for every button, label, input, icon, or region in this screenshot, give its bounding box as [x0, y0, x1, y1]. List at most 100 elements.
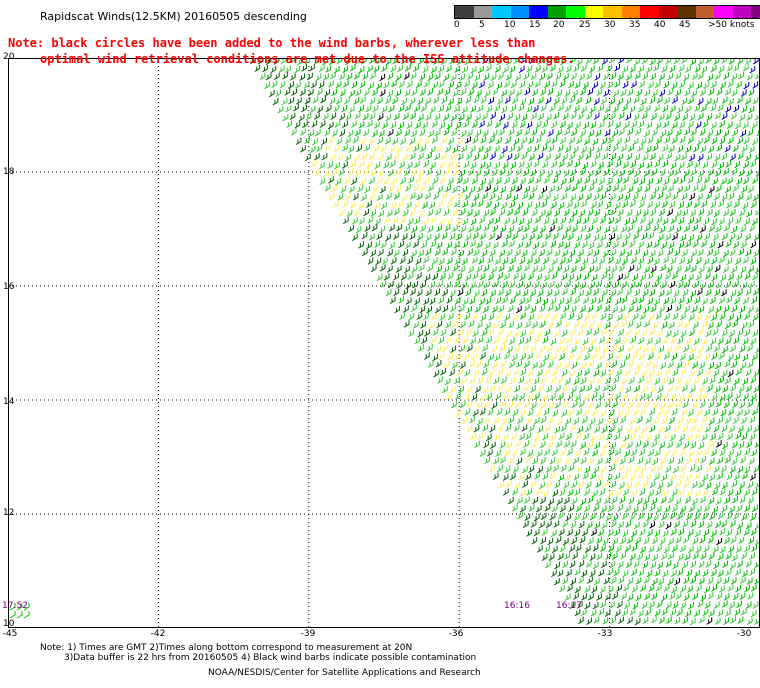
wind-barb: [374, 121, 380, 129]
wind-barb: [447, 352, 454, 361]
wind-barb: [316, 88, 323, 96]
wind-barb: [664, 505, 671, 513]
wind-barb: [621, 393, 628, 401]
wind-barb: [751, 544, 757, 553]
wind-barb: [390, 121, 397, 129]
wind-barb: [511, 393, 518, 402]
wind-barb: [537, 465, 543, 474]
wind-barb: [364, 144, 370, 152]
wind-barb: [539, 225, 546, 234]
wind-barb: [502, 393, 509, 401]
wind-barb: [591, 273, 598, 282]
wind-barb: [741, 321, 748, 330]
wind-barb: [575, 136, 582, 145]
wind-barb: [595, 304, 602, 312]
wind-barb: [725, 105, 732, 113]
wind-barb: [584, 545, 591, 553]
wind-barb: [644, 104, 651, 113]
wind-barb: [678, 296, 685, 304]
wind-barb: [731, 305, 737, 313]
wind-barb: [401, 233, 408, 241]
wind-barb: [409, 152, 416, 161]
wind-barb: [424, 273, 431, 282]
wind-barb: [567, 488, 574, 497]
wind-barb: [321, 153, 328, 161]
wind-barb: [460, 225, 466, 233]
wind-barb: [586, 521, 593, 530]
wind-barb: [543, 176, 550, 184]
wind-barb: [429, 201, 435, 209]
wind-barb: [754, 560, 760, 568]
wind-barb: [633, 465, 640, 473]
colorbar-swatch: [510, 6, 529, 18]
wind-barb: [633, 368, 640, 376]
wind-barb: [750, 241, 756, 249]
wind-barb: [583, 313, 590, 321]
wind-barb: [620, 320, 627, 328]
wind-barb: [750, 609, 757, 618]
wind-barb: [608, 601, 615, 610]
wind-barb: [637, 240, 644, 249]
wind-barb: [550, 297, 557, 305]
wind-barb: [448, 80, 455, 89]
wind-barb: [442, 305, 449, 313]
wind-barb: [630, 256, 637, 265]
wind-barb: [545, 209, 552, 218]
wind-barb: [687, 81, 694, 90]
wind-barb: [725, 552, 732, 560]
wind-barb: [566, 448, 573, 456]
wind-barb: [729, 561, 736, 570]
wind-barb: [563, 304, 569, 313]
wind-barb: [589, 281, 595, 289]
wind-barb: [738, 208, 745, 217]
wind-barb: [722, 560, 729, 569]
colorbar-label: 45: [679, 20, 691, 30]
wind-barb: [561, 520, 568, 528]
wind-barb: [365, 200, 372, 208]
wind-barb: [436, 224, 442, 233]
wind-barb: [494, 216, 501, 225]
wind-barb: [462, 217, 469, 226]
wind-barb: [620, 144, 627, 152]
wind-barb: [674, 248, 681, 257]
wind-barb: [482, 129, 489, 137]
wind-barb: [731, 89, 738, 97]
wind-barb: [740, 361, 747, 370]
wind-barb: [632, 192, 639, 201]
wind-barb: [612, 144, 619, 152]
wind-barb: [615, 160, 621, 168]
wind-barb: [590, 121, 597, 129]
wind-barb: [634, 169, 640, 178]
wind-barb: [597, 296, 604, 304]
wind-barb: [570, 577, 576, 586]
wind-barb: [747, 496, 754, 504]
wind-barb: [268, 89, 275, 98]
wind-barb: [402, 209, 409, 217]
wind-barb: [462, 177, 469, 185]
wind-barb: [458, 249, 464, 258]
wind-barb: [602, 113, 609, 121]
wind-barb: [471, 81, 478, 89]
wind-barb: [490, 112, 496, 120]
wind-barb: [610, 441, 616, 450]
wind-barb: [352, 193, 359, 201]
wind-barb: [742, 337, 749, 346]
wind-barb: [570, 385, 577, 394]
wind-barb: [702, 337, 708, 346]
wind-barb: [293, 104, 299, 112]
wind-barb: [707, 129, 713, 138]
wind-barb: [692, 321, 699, 329]
wind-barb: [534, 201, 540, 210]
wind-barb: [489, 425, 496, 433]
wind-barb: [684, 105, 691, 114]
wind-barb: [671, 504, 678, 513]
wind-barb: [313, 153, 320, 161]
wind-barb: [747, 360, 753, 369]
wind-barb: [419, 88, 426, 97]
wind-barb: [693, 457, 700, 466]
wind-barb: [648, 489, 654, 498]
wind-barb: [697, 153, 704, 162]
wind-barb: [737, 425, 744, 433]
wind-barb: [462, 240, 469, 249]
wind-barb: [482, 401, 489, 409]
